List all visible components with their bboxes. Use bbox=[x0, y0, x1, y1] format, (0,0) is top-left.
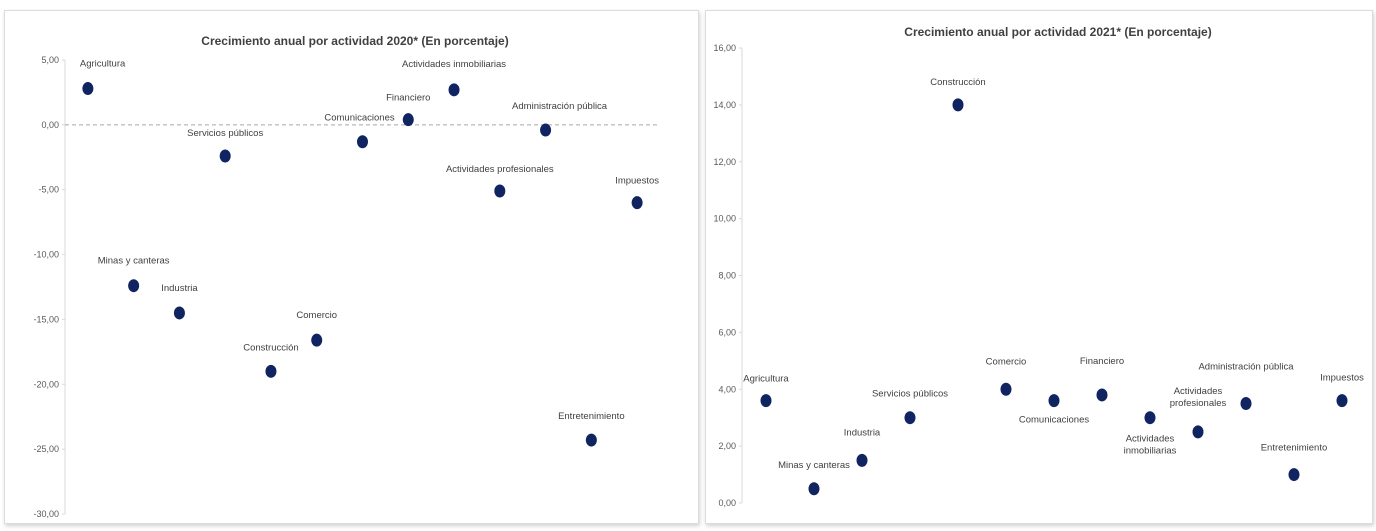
y-tick-label: 2,00 bbox=[718, 441, 736, 451]
y-tick-label: -10,00 bbox=[33, 250, 59, 260]
chart-panel-2020: Crecimiento anual por actividad 2020* (E… bbox=[4, 10, 699, 524]
chart-title-2020: Crecimiento anual por actividad 2020* (E… bbox=[201, 34, 508, 48]
data-label-2020: Actividades inmobiliarias bbox=[402, 59, 506, 70]
data-point-2021 bbox=[904, 411, 916, 425]
chart-title-2021: Crecimiento anual por actividad 2021* (E… bbox=[904, 25, 1211, 39]
data-label-2020: Minas y canteras bbox=[98, 256, 170, 267]
data-label-2020: Entretenimiento bbox=[558, 411, 625, 422]
data-point-2020 bbox=[631, 196, 643, 210]
data-point-2020 bbox=[585, 433, 597, 447]
data-point-2021 bbox=[1144, 411, 1156, 425]
data-label-2020: Construcción bbox=[243, 342, 298, 353]
chart-2020-svg: Crecimiento anual por actividad 2020* (E… bbox=[33, 34, 660, 519]
data-label-2020: Industria bbox=[161, 283, 198, 294]
data-point-2021 bbox=[1048, 394, 1060, 408]
data-point-2021 bbox=[952, 98, 964, 112]
data-point-2020 bbox=[540, 123, 552, 137]
data-label-2020: Servicios públicos bbox=[187, 128, 263, 139]
data-point-2021 bbox=[760, 394, 772, 408]
data-label-2020: Impuestos bbox=[615, 176, 659, 187]
data-point-2021 bbox=[1000, 382, 1012, 396]
data-point-2021 bbox=[856, 453, 868, 467]
data-point-2020 bbox=[219, 149, 231, 163]
data-label-2021: Industria bbox=[844, 427, 881, 438]
data-label-2021: Actividades inmobiliarias bbox=[1124, 434, 1177, 457]
data-point-2020 bbox=[448, 83, 460, 97]
data-point-2020 bbox=[357, 135, 368, 149]
y-tick-label: -5,00 bbox=[38, 185, 59, 195]
y-tick-label: 6,00 bbox=[718, 327, 736, 337]
data-label-2021: Agricultura bbox=[743, 374, 789, 385]
y-tick-label: -20,00 bbox=[33, 379, 59, 389]
data-label-2021: Entretenimiento bbox=[1261, 443, 1328, 454]
y-tick-label: 4,00 bbox=[718, 384, 736, 394]
data-label-2020: Comunicaciones bbox=[324, 113, 394, 124]
y-tick-label: 12,00 bbox=[713, 157, 736, 167]
data-point-2020 bbox=[494, 184, 506, 198]
data-point-2020 bbox=[265, 364, 277, 378]
y-tick-label: 14,00 bbox=[713, 100, 736, 110]
data-point-2021 bbox=[1288, 468, 1300, 482]
y-tick-label: -15,00 bbox=[33, 314, 59, 324]
y-tick-label: 8,00 bbox=[718, 271, 736, 281]
data-point-2021 bbox=[1192, 425, 1204, 439]
data-point-2020 bbox=[311, 333, 323, 347]
data-label-2021: Comunicaciones bbox=[1019, 415, 1089, 426]
data-label-2021: Minas y canteras bbox=[778, 460, 850, 471]
data-point-2020 bbox=[402, 113, 414, 127]
data-point-2021 bbox=[1336, 394, 1348, 408]
data-point-2021 bbox=[808, 482, 820, 496]
data-point-2020 bbox=[173, 306, 185, 320]
y-tick-label: 0,00 bbox=[718, 498, 736, 508]
y-tick-label: -25,00 bbox=[33, 444, 59, 454]
data-label-2021: Impuestos bbox=[1320, 373, 1364, 384]
data-label-2020: Administración pública bbox=[512, 101, 608, 112]
y-tick-label: 16,00 bbox=[713, 43, 736, 53]
y-tick-label: -30,00 bbox=[33, 509, 59, 519]
data-point-2020 bbox=[128, 279, 140, 293]
data-label-2021: Comercio bbox=[986, 356, 1027, 367]
data-label-2021: Servicios públicos bbox=[872, 389, 948, 400]
data-label-2021: Financiero bbox=[1080, 356, 1124, 367]
y-tick-label: 5,00 bbox=[41, 55, 59, 65]
data-point-2020 bbox=[82, 82, 94, 96]
data-label-2021: Actividades profesionales bbox=[1170, 386, 1227, 409]
y-tick-label: 0,00 bbox=[41, 120, 59, 130]
chart-panel-2021: Crecimiento anual por actividad 2021* (E… bbox=[705, 10, 1373, 524]
y-tick-label: 10,00 bbox=[713, 214, 736, 224]
data-point-2021 bbox=[1240, 396, 1252, 410]
data-point-2021 bbox=[1096, 388, 1108, 402]
chart-2021-svg: Crecimiento anual por actividad 2021* (E… bbox=[713, 25, 1364, 508]
data-label-2020: Actividades profesionales bbox=[446, 164, 554, 175]
data-label-2020: Comercio bbox=[296, 310, 337, 321]
data-label-2021: Construcción bbox=[930, 77, 985, 88]
data-label-2021: Administración pública bbox=[1198, 361, 1294, 372]
data-label-2020: Financiero bbox=[386, 93, 430, 104]
data-label-2020: Agricultura bbox=[80, 59, 126, 70]
